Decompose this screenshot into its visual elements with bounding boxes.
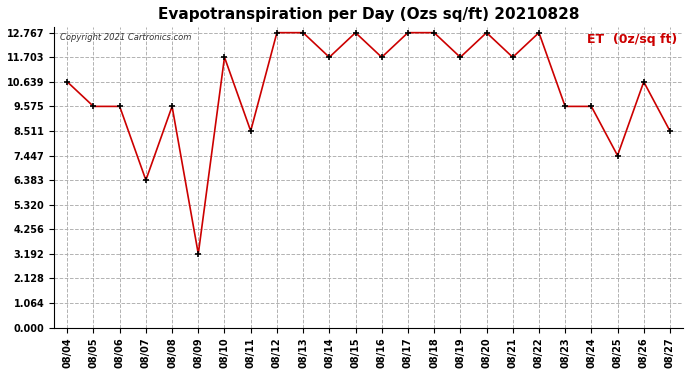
- Title: Evapotranspiration per Day (Ozs sq/ft) 20210828: Evapotranspiration per Day (Ozs sq/ft) 2…: [158, 7, 580, 22]
- Text: Copyright 2021 Cartronics.com: Copyright 2021 Cartronics.com: [61, 33, 192, 42]
- Text: ET  (0z/sq ft): ET (0z/sq ft): [586, 33, 677, 46]
